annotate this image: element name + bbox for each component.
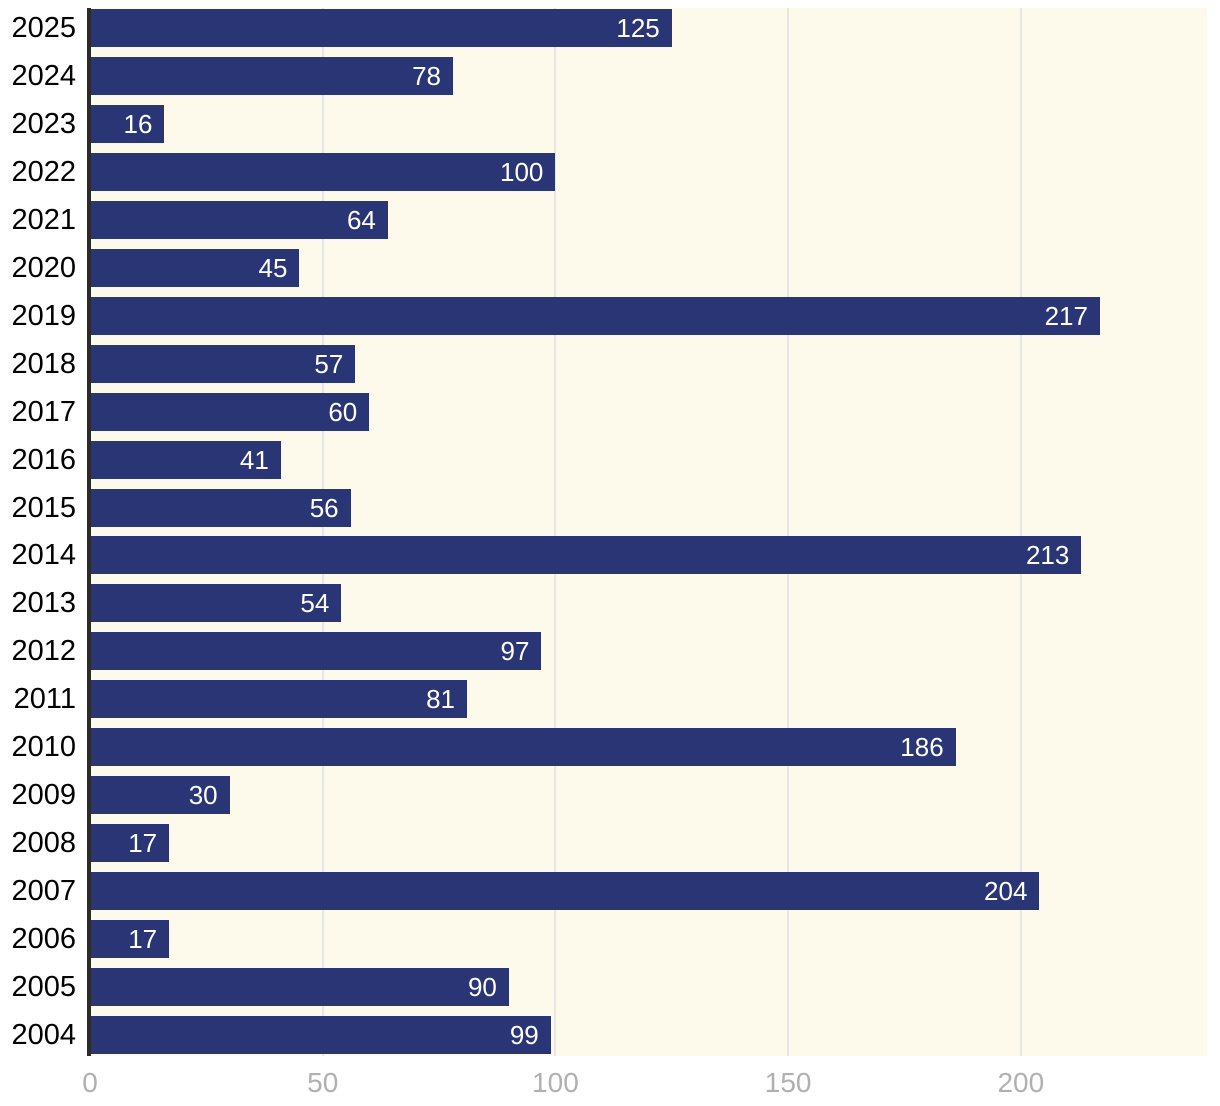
value-label-2004: 99 [509,1019,539,1050]
bar-2023: 16 [90,104,165,143]
bar-2010: 186 [90,728,956,767]
bar-2021: 64 [90,200,388,239]
value-label-2012: 97 [500,636,530,667]
category-label-2010: 2010 [11,731,76,764]
category-label-2025: 2025 [11,12,76,44]
value-label-2013: 54 [300,588,330,619]
value-label-2020: 45 [258,252,288,283]
bar-2016: 41 [90,440,281,479]
plot-area: 125 78 16 100 64 45 217 57 60 41 56 213 54 97 81 186 30 1… [90,8,1207,1056]
category-label-2006: 2006 [11,923,76,956]
category-label-2017: 2017 [11,395,76,428]
value-label-2024: 78 [412,60,442,91]
x-tick-label-100: 100 [532,1067,579,1098]
category-label-2004: 2004 [11,1018,76,1051]
value-label-2007: 204 [984,876,1028,907]
bar-2005: 90 [90,968,509,1006]
value-label-2021: 64 [346,204,376,235]
bar-2004: 99 [90,1015,551,1054]
category-label-2019: 2019 [11,299,76,332]
gridline-100 [554,8,557,1056]
bar-2014: 213 [90,536,1082,575]
bar-2012: 97 [90,632,542,671]
category-label-2024: 2024 [11,59,76,92]
value-label-2005: 90 [467,972,497,1002]
bar-2009: 30 [90,776,230,815]
bar-2008: 17 [90,824,170,863]
gridline-50 [321,8,324,1056]
value-label-2018: 57 [314,348,344,379]
category-label-2008: 2008 [11,827,76,860]
value-label-2022: 100 [500,156,544,187]
category-label-2012: 2012 [11,635,76,668]
value-label-2019: 217 [1044,300,1088,331]
value-label-2011: 81 [426,684,455,715]
value-label-2014: 213 [1025,540,1070,571]
value-label-2009: 30 [188,780,218,811]
x-tick-label-50: 50 [307,1067,339,1098]
category-label-2020: 2020 [11,251,76,284]
category-label-2021: 2021 [11,203,76,236]
value-label-2016: 41 [239,444,269,475]
x-tick-label-150: 150 [764,1067,812,1098]
category-label-2022: 2022 [11,155,76,188]
value-label-2023: 16 [123,108,153,139]
category-label-2023: 2023 [11,107,76,140]
category-label-2014: 2014 [11,539,76,572]
bar-2024: 78 [90,56,454,95]
category-label-2015: 2015 [11,491,76,524]
bar-2022: 100 [90,152,556,191]
bar-2015: 56 [90,488,351,527]
y-axis-line [87,8,91,1056]
bar-2018: 57 [90,344,356,383]
x-tick-label-200: 200 [997,1067,1045,1098]
bar-2006: 17 [90,920,170,959]
bar-2011: 81 [90,680,467,719]
value-label-2006: 17 [128,924,158,955]
bar-2020: 45 [90,248,300,287]
category-label-2011: 2011 [13,683,76,716]
bar-2007: 204 [90,872,1040,911]
value-label-2017: 60 [328,396,358,427]
category-label-2009: 2009 [11,779,76,812]
value-label-2008: 17 [128,828,158,859]
category-label-2013: 2013 [11,587,76,620]
value-label-2010: 186 [900,732,944,763]
bar-2025: 125 [90,9,672,47]
bar-2019: 217 [90,296,1100,335]
x-tick-label-0: 0 [82,1067,98,1098]
category-label-2005: 2005 [11,971,76,1003]
category-label-2018: 2018 [11,347,76,380]
bar-2013: 54 [90,584,342,623]
value-label-2015: 56 [309,492,339,523]
bar-2017: 60 [90,392,370,431]
category-label-2007: 2007 [11,875,76,908]
gridline-150 [787,8,790,1056]
category-label-2016: 2016 [11,443,76,476]
gridline-200 [1019,8,1022,1056]
value-label-2025: 125 [616,13,660,43]
